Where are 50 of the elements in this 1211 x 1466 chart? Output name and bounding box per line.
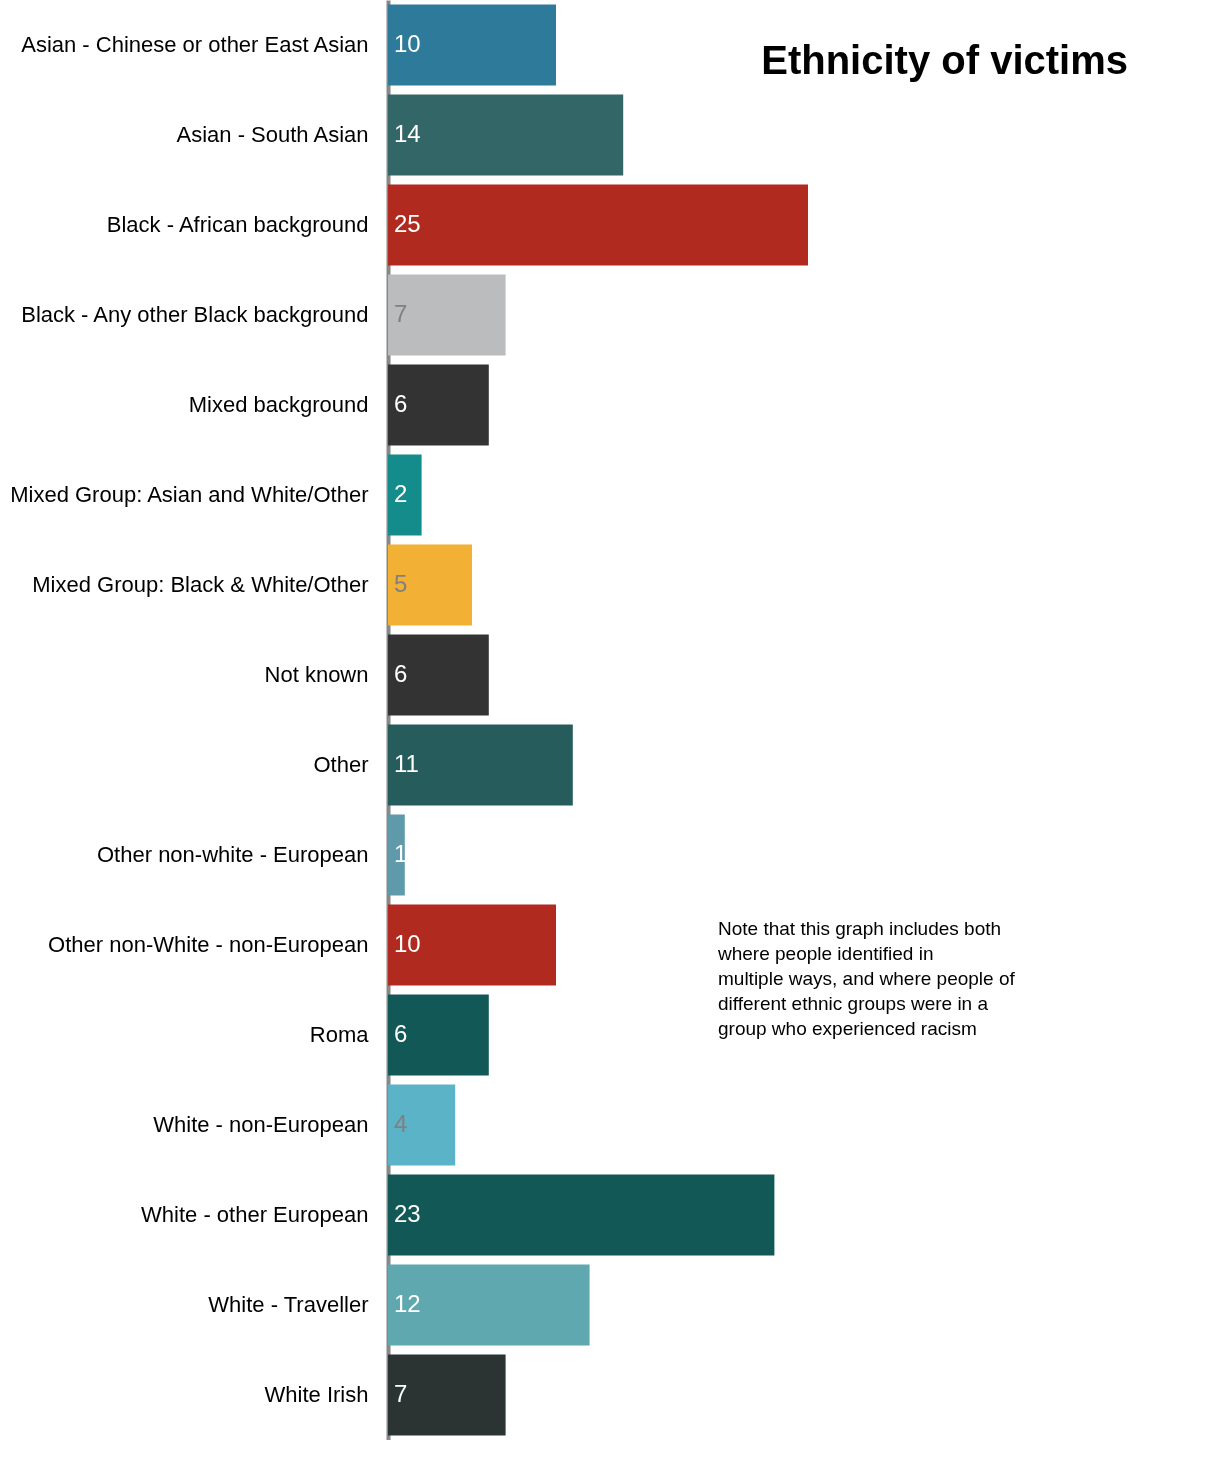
data-label: 6 xyxy=(394,660,408,687)
y-tick-label: Other non-White - non-European xyxy=(48,932,369,957)
data-label: 1 xyxy=(394,840,408,867)
data-label: 25 xyxy=(394,210,421,237)
bar xyxy=(388,1354,506,1436)
bar xyxy=(388,4,556,86)
data-label: 10 xyxy=(394,30,421,57)
y-tick-label: Other non-white - European xyxy=(97,842,369,867)
bar xyxy=(388,364,489,446)
data-label: 6 xyxy=(394,1020,408,1047)
bar xyxy=(388,544,472,626)
text: Ethnicity of victims xyxy=(761,38,1128,82)
y-tick-label: Black - African background xyxy=(106,212,369,237)
data-label: 12 xyxy=(394,1290,421,1317)
y-tick-label: White - non-European xyxy=(153,1112,369,1137)
y-tick-label: White Irish xyxy=(264,1382,369,1407)
data-label: 14 xyxy=(394,120,421,147)
data-label: 7 xyxy=(394,300,408,327)
data-label: 23 xyxy=(394,1200,421,1227)
data-label: 2 xyxy=(394,480,408,507)
bar xyxy=(388,814,405,896)
y-tick-label: Asian - Chinese or other East Asian xyxy=(21,32,369,57)
bar xyxy=(388,454,422,536)
y-tick-label: White - Traveller xyxy=(208,1292,369,1317)
y-tick-label: Mixed Group: Black & White/Other xyxy=(32,572,369,597)
bar xyxy=(388,94,624,176)
bar xyxy=(388,634,489,716)
bar xyxy=(388,184,808,266)
y-tick-label: Not known xyxy=(264,662,369,687)
bar xyxy=(388,724,573,806)
data-label: 5 xyxy=(394,570,408,597)
y-tick-label: Black - Any other Black background xyxy=(21,302,369,327)
y-tick-label: Roma xyxy=(309,1022,370,1047)
bar xyxy=(388,994,489,1076)
y-tick-label: Mixed background xyxy=(188,392,369,417)
bar xyxy=(388,1174,775,1256)
data-label: 4 xyxy=(394,1110,408,1137)
data-label: 7 xyxy=(394,1380,408,1407)
data-label: 6 xyxy=(394,390,408,417)
bar xyxy=(388,274,506,356)
bar xyxy=(388,1264,590,1346)
data-label: 11 xyxy=(394,750,419,777)
bar xyxy=(388,1084,456,1166)
y-tick-label: Other xyxy=(313,752,369,777)
annotation: Note that this graph includes both where people identified in multiple ways, and where people of different ethnic groups were in a group who experienced racism xyxy=(717,918,1016,1039)
data-label: 10 xyxy=(394,930,421,957)
y-tick-label: Mixed Group: Asian and White/Other xyxy=(10,482,369,507)
bar xyxy=(388,904,556,986)
y-tick-label: White - other European xyxy=(141,1202,369,1227)
y-tick-label: Asian - South Asian xyxy=(176,122,369,147)
